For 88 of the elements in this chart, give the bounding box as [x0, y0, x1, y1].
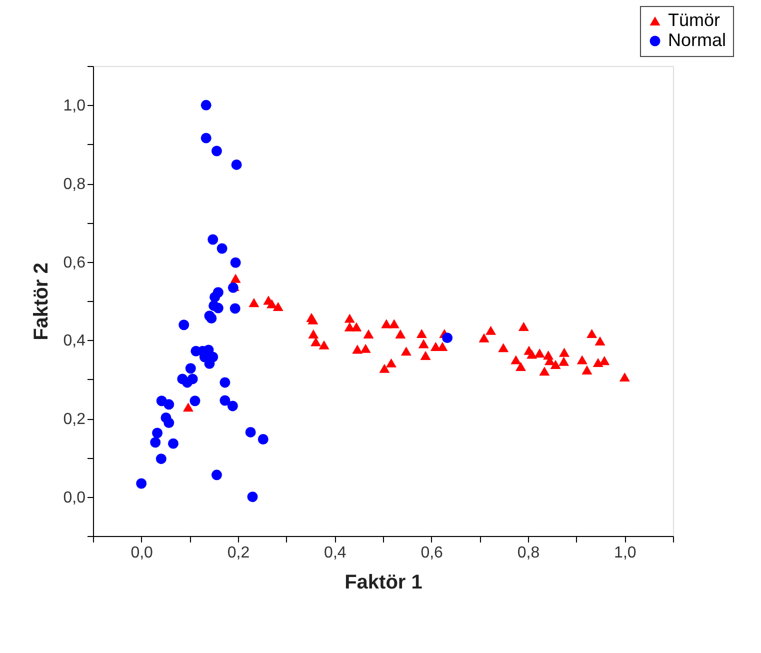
legend-label: Normal [668, 30, 726, 50]
y-axis-title: Faktör 2 [30, 262, 52, 340]
x-tick-label: 0,8 [517, 544, 540, 562]
point [420, 350, 431, 360]
point [586, 328, 598, 338]
point [582, 365, 592, 374]
point [619, 372, 630, 382]
point [187, 374, 198, 384]
point [386, 358, 396, 368]
point [190, 396, 200, 406]
point [216, 243, 228, 254]
point [200, 100, 212, 110]
point [220, 395, 230, 406]
point [208, 234, 218, 245]
point [211, 146, 222, 156]
point [164, 399, 174, 410]
legend-label: Tümör [668, 10, 720, 30]
point [360, 344, 371, 353]
point [498, 343, 509, 352]
point [150, 437, 161, 448]
point [400, 346, 412, 356]
point [558, 356, 570, 366]
point [308, 315, 318, 324]
y-tick-label: 0,0 [63, 489, 86, 506]
point [344, 314, 355, 323]
x-axis-title: Faktör 1 [344, 572, 422, 594]
point [248, 298, 260, 308]
point [379, 364, 390, 373]
point [210, 292, 220, 302]
point [247, 492, 258, 502]
point [418, 339, 429, 348]
point [245, 426, 256, 438]
point [559, 348, 570, 357]
y-tick-label: 1,0 [63, 98, 86, 115]
point [266, 299, 278, 308]
point [351, 322, 362, 332]
point [516, 362, 526, 371]
point [442, 332, 453, 344]
point [152, 428, 163, 438]
point [156, 454, 166, 464]
point [592, 358, 604, 368]
y-tick-label: 0,6 [63, 254, 86, 272]
point [310, 337, 322, 346]
x-tick-label: 0,6 [420, 544, 444, 562]
x-tick-label: 0,0 [130, 544, 154, 562]
point [352, 344, 363, 354]
point [318, 340, 330, 350]
point [534, 348, 545, 358]
x-tick-label: 0,4 [324, 544, 346, 562]
point [136, 478, 147, 489]
y-tick-label: 0,2 [63, 411, 86, 428]
point [185, 363, 196, 374]
point [211, 470, 222, 480]
point [526, 350, 538, 359]
point [550, 360, 561, 369]
point [164, 418, 174, 428]
point [363, 329, 374, 338]
point [230, 303, 240, 314]
point [388, 319, 400, 328]
point [230, 274, 241, 283]
point [168, 438, 178, 449]
point [395, 329, 406, 338]
point [231, 159, 242, 170]
point [220, 377, 230, 388]
x-tick-label: 1,0 [614, 544, 636, 562]
point [381, 319, 392, 328]
y-tick-label: 0,8 [63, 176, 86, 193]
point [416, 328, 427, 338]
y-tick-label: 0,4 [63, 332, 86, 350]
point [178, 320, 190, 330]
point [486, 326, 496, 335]
point [258, 434, 268, 444]
point [576, 355, 588, 364]
point [206, 313, 217, 324]
point [227, 400, 238, 412]
point [518, 322, 529, 331]
point [478, 333, 490, 342]
point [539, 366, 550, 376]
point [599, 356, 610, 366]
point [510, 355, 522, 364]
point [230, 257, 241, 268]
x-tick-label: 0,2 [227, 544, 250, 562]
point [200, 132, 212, 144]
point [272, 302, 284, 312]
point [594, 336, 606, 346]
point [182, 402, 194, 412]
point [308, 329, 319, 338]
point [212, 302, 224, 314]
